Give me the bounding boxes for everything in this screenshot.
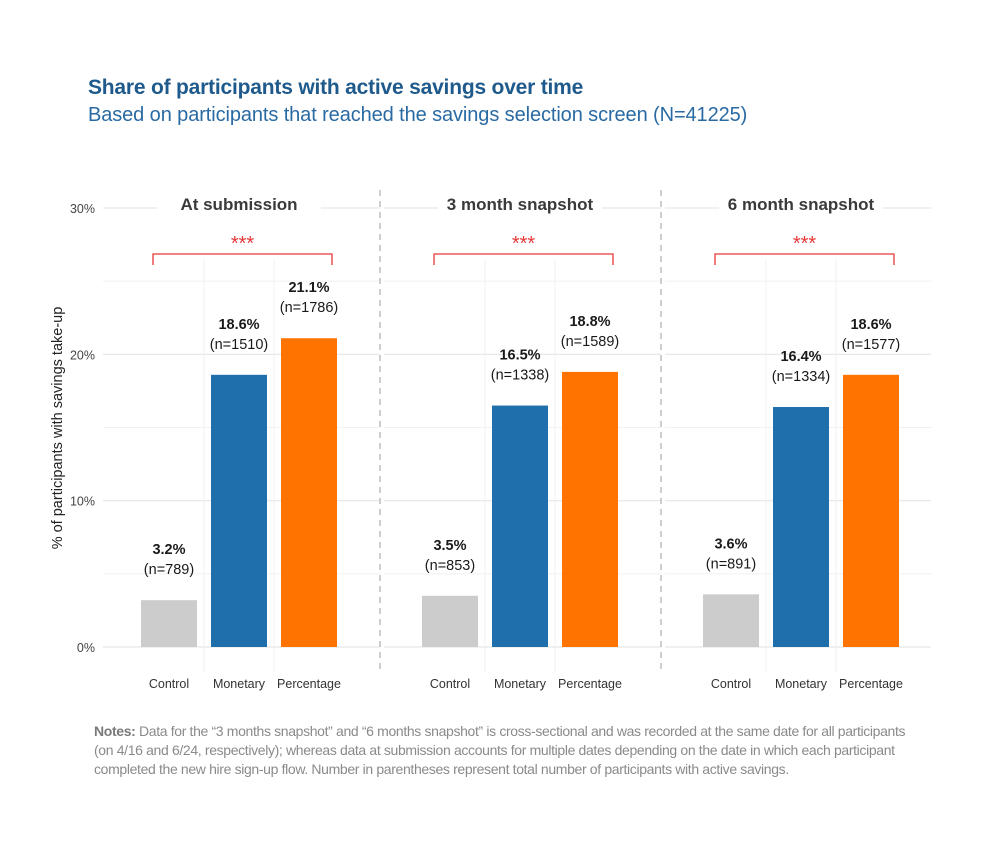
bar-percentage	[562, 371, 618, 647]
significance-bracket	[714, 253, 895, 265]
y-tick-label: 0%	[77, 641, 95, 655]
facet-title: At submission	[180, 195, 297, 214]
bar-monetary	[211, 374, 267, 647]
x-tick-label: Monetary	[494, 677, 547, 691]
facet-title-bg	[719, 190, 883, 218]
facet-title-bg	[438, 190, 602, 218]
facet-title: 3 month snapshot	[447, 195, 594, 214]
notes-text: Data for the “3 months snapshot” and “6 …	[94, 723, 906, 777]
x-tick-label: Control	[711, 677, 751, 691]
x-tick-label: Control	[149, 677, 189, 691]
significance-bracket	[152, 253, 333, 265]
bar-value-label: 3.2%	[152, 542, 185, 558]
bar-value-label: 18.6%	[218, 317, 259, 333]
y-tick-label: 20%	[70, 348, 95, 362]
bar-control	[703, 594, 759, 647]
bar-percentage	[281, 338, 337, 647]
bar-value-label: 16.5%	[499, 348, 540, 364]
x-tick-label: Percentage	[277, 677, 341, 691]
x-tick-label: Control	[430, 677, 470, 691]
y-axis-label: % of participants with savings take-up	[50, 307, 66, 550]
facet-dividers	[379, 190, 662, 672]
bar-n-label: (n=1786)	[280, 300, 338, 316]
facet-title: 6 month snapshot	[728, 195, 875, 214]
bar-value-label: 3.6%	[714, 536, 747, 552]
bar-n-label: (n=1577)	[842, 337, 900, 353]
bar-value-label: 3.5%	[433, 538, 466, 554]
x-tick-label: Percentage	[839, 677, 903, 691]
bar-n-label: (n=1338)	[491, 368, 549, 384]
x-tick-label: Monetary	[775, 677, 828, 691]
bar-percentage	[843, 374, 899, 647]
labels: 0% 10% 20% 30% At submission *** 3.2% (n=789) Co…	[70, 195, 903, 691]
bar-n-label: (n=789)	[144, 562, 194, 578]
bar-n-label: (n=1510)	[210, 337, 268, 353]
chart-title: Share of participants with active saving…	[88, 76, 584, 99]
y-tick-label: 10%	[70, 495, 95, 509]
significance-stars: ***	[512, 233, 536, 255]
x-tick-label: Monetary	[213, 677, 266, 691]
bar-n-label: (n=891)	[706, 556, 756, 572]
bar-n-label: (n=1589)	[561, 334, 619, 350]
bar-monetary	[492, 405, 548, 647]
significance-bracket	[433, 253, 614, 265]
notes: Notes: Data for the “3 months snapshot” …	[94, 722, 924, 779]
bar-n-label: (n=853)	[425, 558, 475, 574]
significance-stars: ***	[793, 233, 817, 255]
bar-monetary	[773, 407, 829, 647]
bar-value-label: 16.4%	[780, 349, 821, 365]
y-tick-label: 30%	[70, 202, 95, 216]
bar-value-label: 18.8%	[569, 314, 610, 330]
notes-label: Notes:	[94, 723, 136, 739]
bar-value-label: 21.1%	[288, 280, 329, 296]
facet-title-bg	[157, 190, 321, 218]
bar-value-label: 18.6%	[850, 317, 891, 333]
chart-subtitle: Based on participants that reached the s…	[88, 104, 748, 126]
significance-stars: ***	[231, 233, 255, 255]
bar-n-label: (n=1334)	[772, 369, 830, 385]
x-tick-label: Percentage	[558, 677, 622, 691]
bar-control	[422, 595, 478, 647]
bar-control	[141, 600, 197, 647]
bars	[141, 338, 899, 647]
